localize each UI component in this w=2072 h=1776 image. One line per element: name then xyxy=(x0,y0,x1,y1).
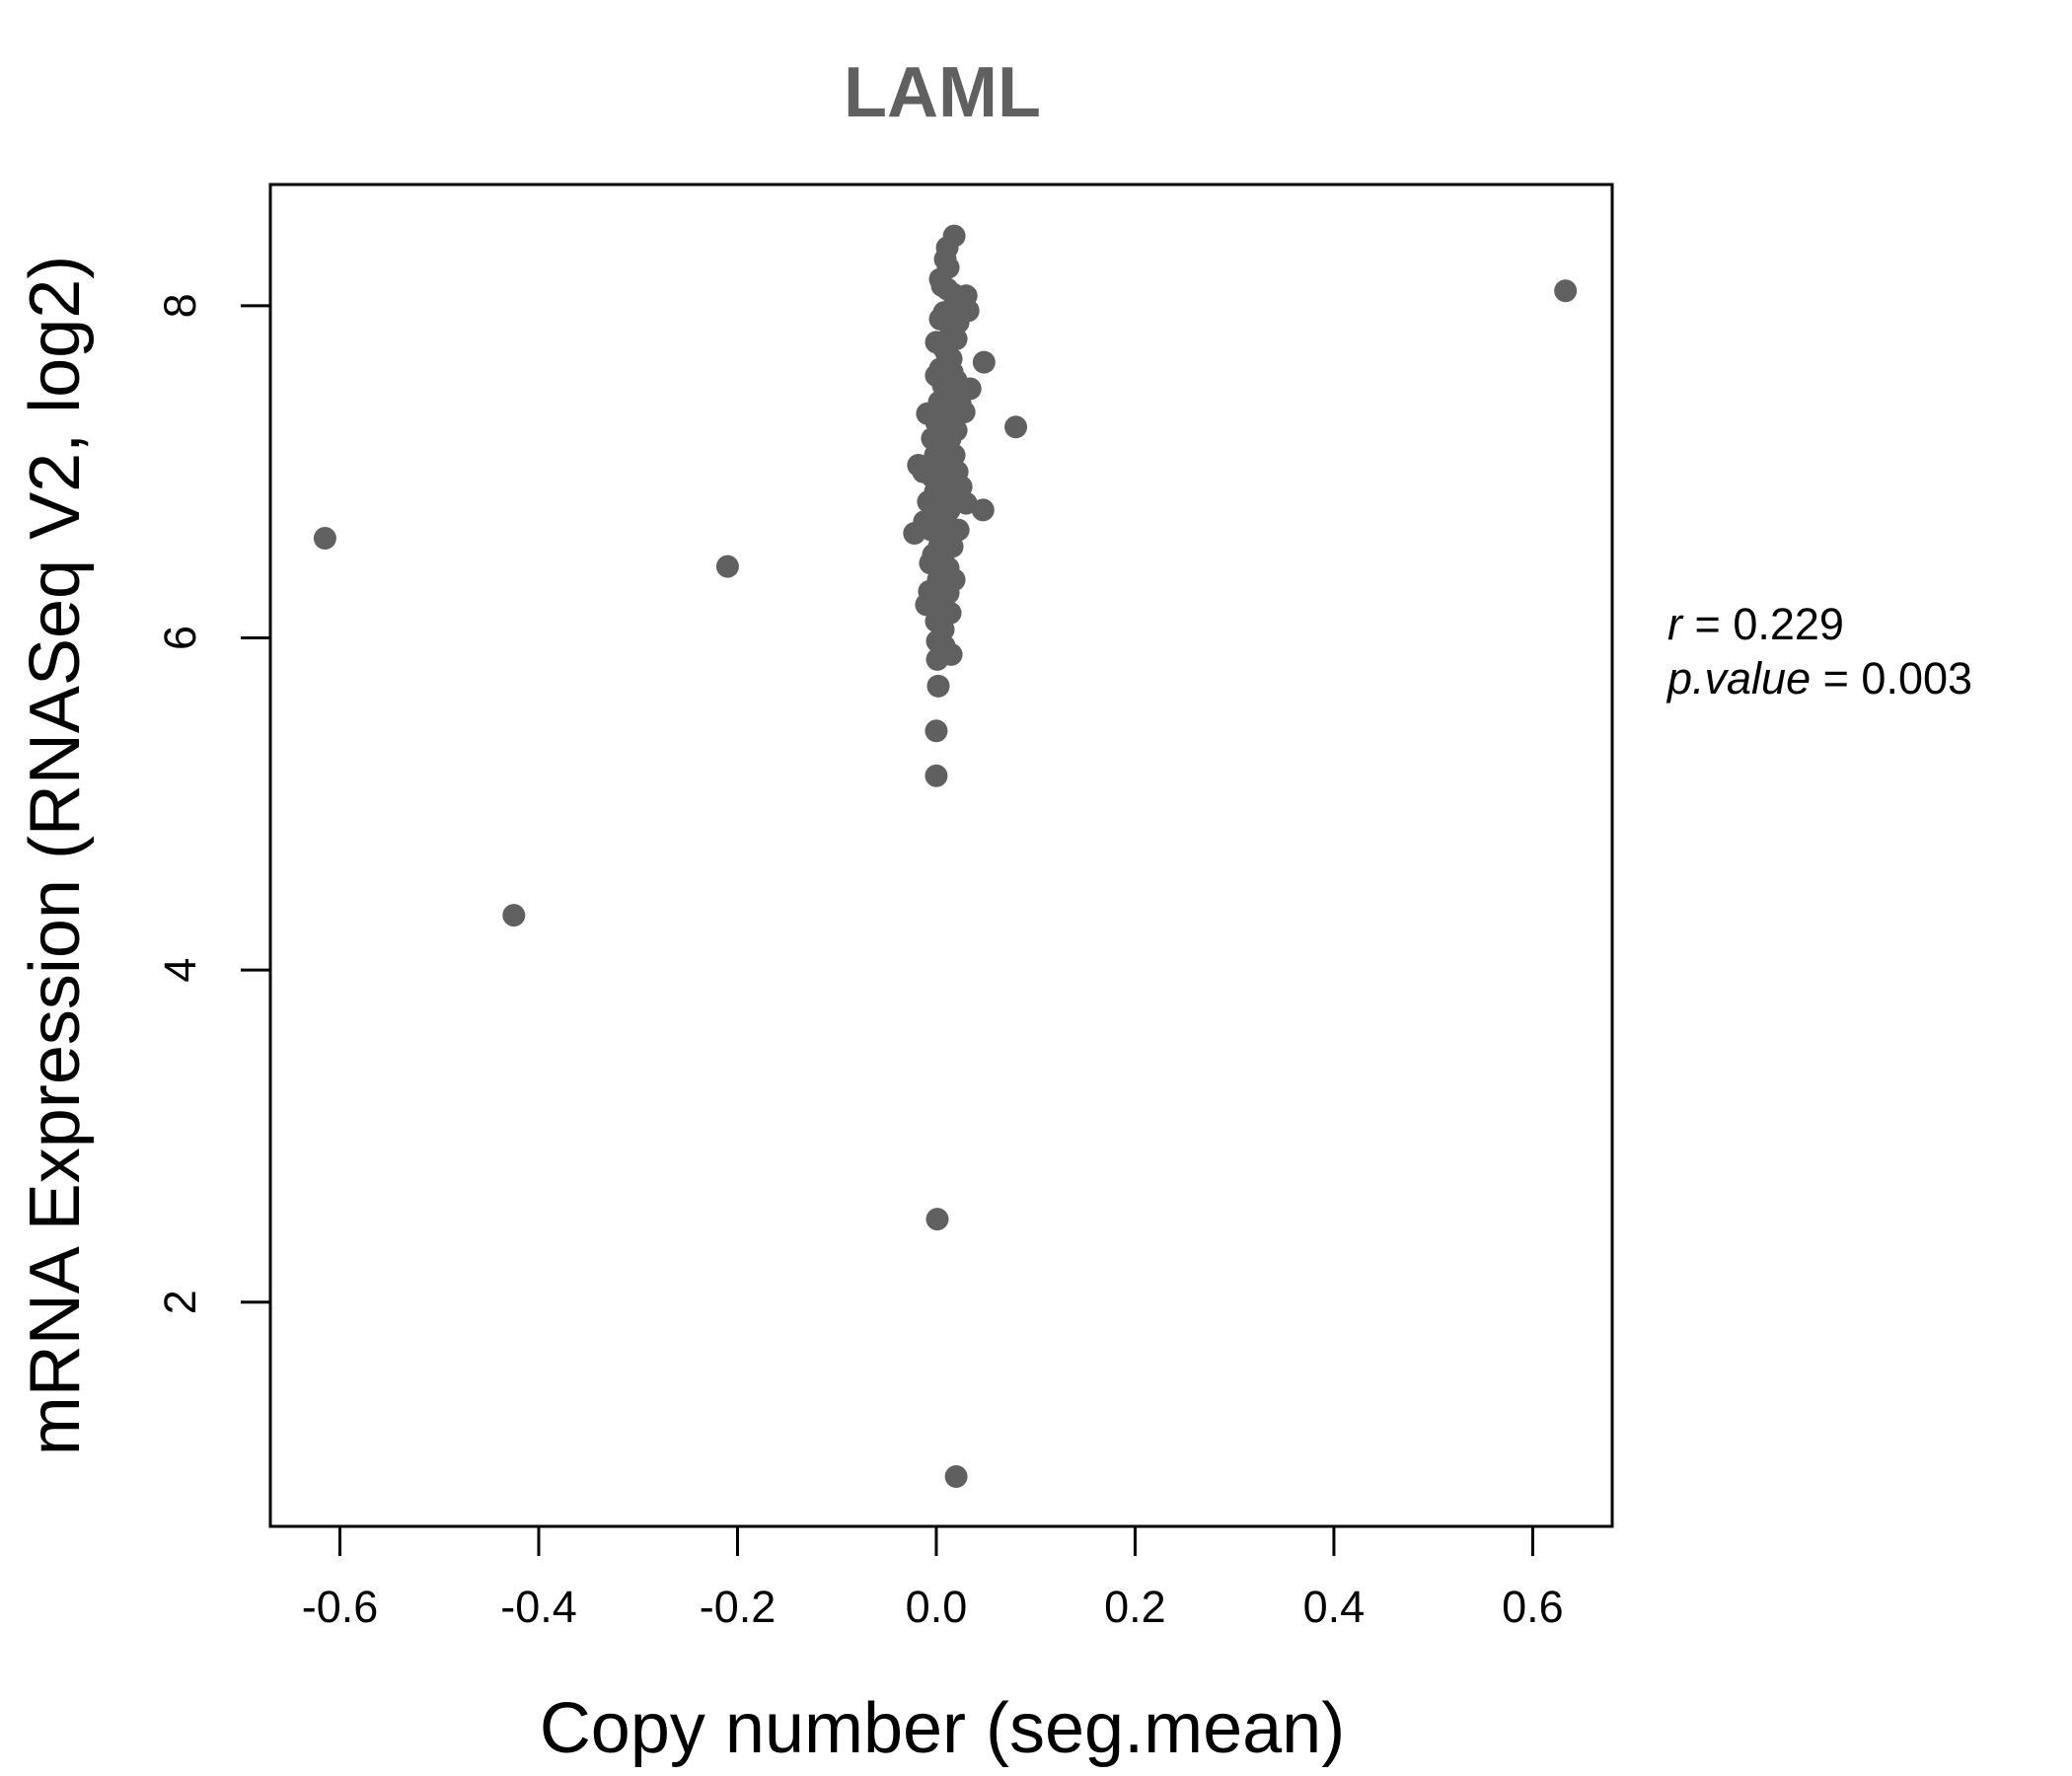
x-tick-label: -0.6 xyxy=(302,1582,379,1632)
data-point xyxy=(945,460,969,483)
x-tick-label: 0.6 xyxy=(1502,1582,1564,1632)
x-tick-label: -0.4 xyxy=(500,1582,577,1632)
y-axis-label: mRNA Expression (RNASeq V2, log2) xyxy=(16,256,95,1455)
data-point xyxy=(715,555,739,578)
data-point xyxy=(928,307,952,331)
data-point xyxy=(925,647,949,671)
data-point xyxy=(313,527,336,551)
data-points xyxy=(313,224,1578,1489)
data-point xyxy=(944,1465,968,1489)
stat-r-value: 0.229 xyxy=(1733,599,1844,649)
chart-title: LAML xyxy=(844,53,1041,132)
stat-r-eq: = xyxy=(1694,599,1734,649)
stat-r-label: r xyxy=(1667,599,1682,649)
x-axis-label: Copy number (seg.mean) xyxy=(540,1689,1345,1768)
data-point xyxy=(907,453,930,477)
data-point xyxy=(939,523,963,547)
stat-p-eq: = xyxy=(1822,653,1862,703)
data-point xyxy=(935,277,959,301)
data-point xyxy=(915,593,938,617)
data-point xyxy=(933,248,957,271)
data-point xyxy=(1004,415,1028,439)
x-tick-label: 0.0 xyxy=(906,1582,968,1632)
data-point xyxy=(1554,279,1578,303)
data-point xyxy=(946,311,970,334)
data-point xyxy=(925,719,948,743)
data-point xyxy=(942,568,966,592)
stat-p-value: 0.003 xyxy=(1861,653,1973,703)
data-point xyxy=(929,394,953,417)
data-point xyxy=(972,350,996,374)
data-point xyxy=(925,610,948,633)
x-axis: -0.6 -0.4 -0.2 0.0 0.2 0.4 0.6 xyxy=(302,1524,1564,1632)
y-tick-label: 8 xyxy=(155,293,205,318)
data-point xyxy=(925,764,948,787)
data-point xyxy=(903,521,926,545)
stat-p: p.value = 0.003 xyxy=(1667,653,1972,704)
x-tick-label: 0.2 xyxy=(1104,1582,1166,1632)
data-point xyxy=(926,674,950,698)
y-tick-label: 2 xyxy=(155,1290,205,1314)
stat-r: r = 0.229 xyxy=(1667,599,1844,650)
data-point xyxy=(929,477,953,500)
x-tick-label: 0.4 xyxy=(1303,1582,1366,1632)
data-point xyxy=(940,360,964,384)
data-point xyxy=(502,904,526,927)
y-axis: 2 4 6 8 xyxy=(155,293,272,1314)
y-tick-label: 6 xyxy=(155,626,205,650)
y-tick-label: 4 xyxy=(155,958,205,983)
stat-p-label: p.value xyxy=(1667,653,1812,703)
x-tick-label: -0.2 xyxy=(700,1582,777,1632)
data-point xyxy=(935,437,959,461)
data-point xyxy=(925,1208,949,1231)
data-point xyxy=(925,629,949,653)
